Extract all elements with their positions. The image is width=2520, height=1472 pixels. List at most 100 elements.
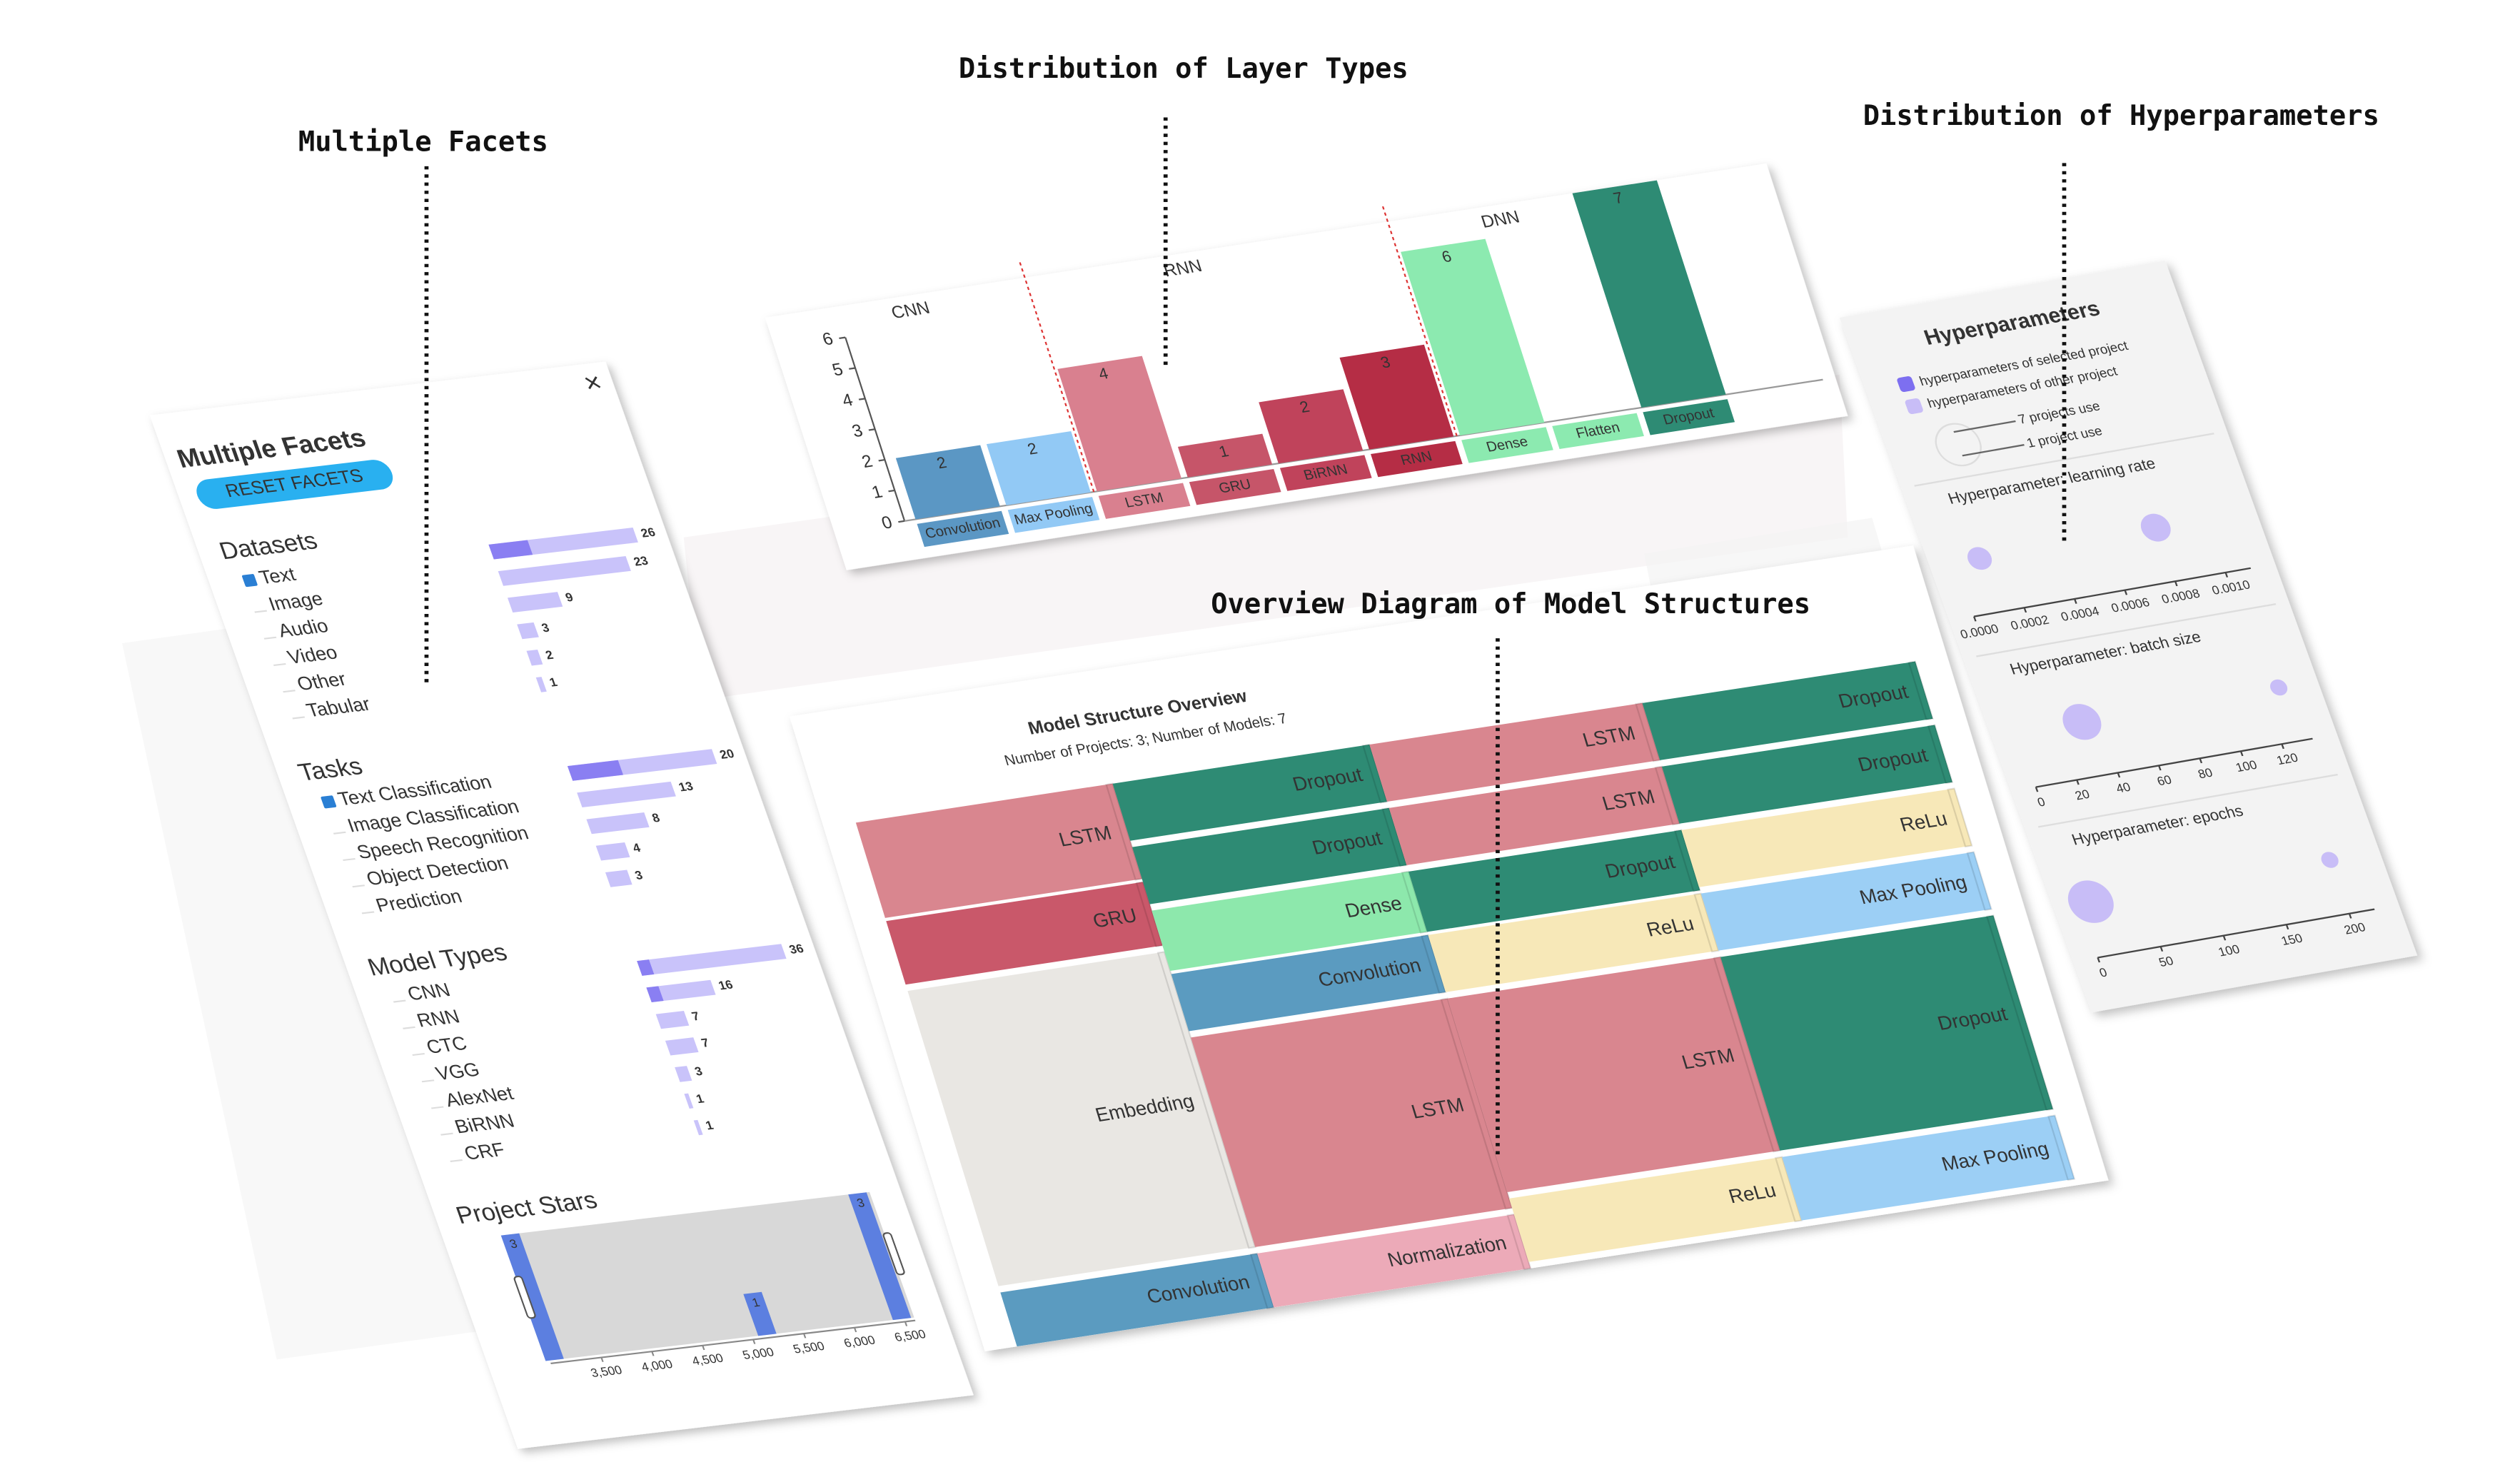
x-tick-label: 200 xyxy=(2342,920,2368,937)
layer-bar xyxy=(1401,238,1545,436)
sankey-node[interactable] xyxy=(1681,788,1972,887)
group-separator xyxy=(1019,262,1095,493)
layer-bar xyxy=(1339,344,1454,450)
layer-bar xyxy=(1572,180,1726,408)
facet-bar xyxy=(646,979,716,1003)
layer-label-box xyxy=(1552,413,1644,450)
sankey-node[interactable] xyxy=(1388,766,1680,865)
sankey-node[interactable] xyxy=(1151,871,1428,972)
sankey-node[interactable] xyxy=(886,882,1163,985)
hyperparameter-bubble xyxy=(2062,704,2102,740)
tick-mark xyxy=(2035,787,2039,792)
facet-bar xyxy=(586,812,650,835)
facet-bar xyxy=(605,869,632,887)
layer-label-box xyxy=(1461,427,1553,463)
sankey-node-edge xyxy=(1440,997,1513,1210)
sankey-node-edge xyxy=(1635,702,1661,762)
section-divider xyxy=(1914,433,2214,487)
tick-mark xyxy=(2348,913,2352,919)
section-divider xyxy=(2037,773,2339,828)
x-tick-label: 50 xyxy=(2157,954,2175,969)
sankey-node[interactable] xyxy=(1428,893,1719,992)
facet-item[interactable]: CRF xyxy=(461,1139,508,1164)
facet-item[interactable]: RNN xyxy=(414,1005,463,1031)
tick-mark xyxy=(904,1321,908,1326)
facet-bar-selected xyxy=(646,986,664,1003)
tick-mark xyxy=(600,1357,604,1362)
facet-bar xyxy=(526,649,543,666)
group-separator xyxy=(1381,206,1458,436)
facet-bar-selected xyxy=(637,959,655,976)
facet-bar xyxy=(693,1119,703,1136)
sankey-node[interactable] xyxy=(1642,661,1933,760)
x-tick-label: 6,000 xyxy=(842,1333,877,1350)
layer-label-box xyxy=(1007,497,1100,533)
checkbox-placeholder xyxy=(283,690,296,693)
hyperparameter-bubble xyxy=(2321,852,2339,868)
sankey-node[interactable] xyxy=(1132,807,1407,904)
sankey-node[interactable] xyxy=(1112,744,1387,841)
x-tick-label: 5,500 xyxy=(791,1339,826,1356)
axis-line xyxy=(2035,737,2313,788)
sankey-node[interactable] xyxy=(1447,957,1780,1192)
checkbox-placeholder xyxy=(333,831,346,835)
tick-mark xyxy=(702,1345,705,1351)
checkbox-placeholder xyxy=(263,636,277,640)
reset-button[interactable] xyxy=(192,458,397,510)
checkbox[interactable] xyxy=(321,795,337,809)
facet-item[interactable]: CTC xyxy=(423,1032,470,1058)
sankey-node[interactable] xyxy=(1000,1253,1274,1347)
sankey-node[interactable] xyxy=(1171,934,1446,1032)
tick-mark xyxy=(888,489,895,493)
tick-mark xyxy=(2157,765,2162,771)
checkbox-placeholder xyxy=(450,1159,463,1162)
facet-bar-selected xyxy=(567,760,624,781)
facet-bar xyxy=(655,1010,690,1029)
range-handle[interactable] xyxy=(882,1232,905,1276)
checkbox-placeholder xyxy=(412,1052,425,1057)
x-tick-label: 4,500 xyxy=(690,1351,725,1368)
facet-count: 13 xyxy=(677,779,695,794)
tick-mark xyxy=(858,398,866,400)
facet-item[interactable]: VGG xyxy=(433,1058,483,1084)
facet-count: 36 xyxy=(787,941,806,956)
tick-mark xyxy=(2076,780,2080,785)
tick-mark xyxy=(868,428,876,431)
tick-mark xyxy=(2222,935,2227,941)
sankey-node-edge xyxy=(1927,724,1954,785)
hyperparameter-bubble xyxy=(1967,547,1992,570)
sankey-node[interactable] xyxy=(855,783,1142,918)
sankey-node-edge xyxy=(2047,1114,2076,1181)
sankey-node[interactable] xyxy=(1408,830,1700,932)
facet-count: 20 xyxy=(717,747,736,762)
facet-bar-selected xyxy=(488,540,533,560)
sankey-node[interactable] xyxy=(1720,915,2053,1151)
facet-item[interactable]: Text xyxy=(256,563,299,588)
legend-swatch xyxy=(1897,376,1915,393)
checkbox[interactable] xyxy=(241,574,258,588)
x-tick-label: 150 xyxy=(2279,931,2305,948)
range-handle[interactable] xyxy=(513,1276,536,1319)
sankey-node[interactable] xyxy=(1700,852,1992,951)
facet-bar xyxy=(517,622,539,640)
facet-bar xyxy=(637,944,787,976)
sankey-node-edge xyxy=(1673,829,1701,892)
facet-item[interactable]: CNN xyxy=(404,979,453,1004)
tick-mark xyxy=(2281,744,2284,750)
layer-label-box xyxy=(1643,399,1735,435)
legend-bubble xyxy=(1935,423,1982,467)
sankey-node[interactable] xyxy=(907,952,1256,1286)
checkbox-placeholder xyxy=(343,857,356,862)
legend-leader xyxy=(1962,444,2025,457)
sankey-node[interactable] xyxy=(1661,725,1952,824)
legend-swatch xyxy=(1905,398,1923,415)
sankey-node[interactable] xyxy=(1257,1214,1531,1308)
sankey-node[interactable] xyxy=(1369,702,1660,802)
histogram-bar xyxy=(500,1233,564,1361)
sankey-node[interactable] xyxy=(1782,1115,2075,1221)
sankey-node[interactable] xyxy=(1191,998,1513,1247)
x-tick-label: 6,500 xyxy=(892,1327,927,1344)
layer-bar xyxy=(1057,356,1181,492)
sankey-node[interactable] xyxy=(1508,1156,1802,1262)
